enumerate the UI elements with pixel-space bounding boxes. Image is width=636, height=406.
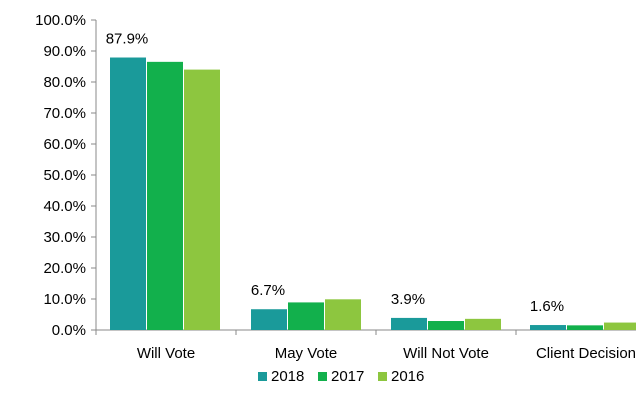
y-tick-label: 40.0% [43, 198, 86, 215]
y-tick-label: 10.0% [43, 291, 86, 308]
data-label: 1.6% [530, 298, 564, 315]
bars [110, 57, 636, 330]
category-label: May Vote [275, 345, 338, 362]
y-tick-label: 50.0% [43, 167, 86, 184]
legend-label-2018: 2018 [271, 368, 304, 385]
legend-label-2016: 2016 [391, 368, 424, 385]
y-tick-label: 70.0% [43, 105, 86, 122]
bar-2018-0 [110, 57, 146, 330]
legend: 2018 2017 2016 [258, 368, 424, 385]
data-label: 87.9% [106, 31, 149, 48]
axes: 0.0% 10.0% 20.0% 30.0% 40.0% 50.0% 60.0% 70.0% 8… [35, 12, 636, 339]
y-tick-label: 0.0% [52, 322, 86, 339]
legend-swatch-2018 [258, 372, 267, 381]
bar-2018-1 [251, 309, 287, 330]
legend-swatch-2017 [318, 372, 327, 381]
legend-swatch-2016 [378, 372, 387, 381]
data-label: 3.9% [391, 291, 425, 308]
bar-2016-1 [325, 299, 361, 330]
legend-label-2017: 2017 [331, 368, 364, 385]
labels: 87.9% Will Vote 6.7% May Vote 3.9% Will Not V… [106, 31, 636, 362]
y-tick-label: 30.0% [43, 229, 86, 246]
bar-2017-3 [567, 325, 603, 330]
y-tick-label: 20.0% [43, 260, 86, 277]
bar-2017-2 [428, 321, 464, 330]
y-tick-label: 60.0% [43, 136, 86, 153]
category-label: Will Vote [137, 345, 195, 362]
y-tick-label: 80.0% [43, 74, 86, 91]
category-label: Will Not Vote [403, 345, 489, 362]
y-tick-label: 90.0% [43, 43, 86, 60]
bar-2016-2 [465, 318, 501, 330]
data-label: 6.7% [251, 282, 285, 299]
bar-2017-0 [147, 61, 183, 330]
bar-2018-2 [391, 317, 427, 330]
bar-2016-3 [604, 322, 636, 330]
category-label: Client Decision [536, 345, 636, 362]
bar-2017-1 [288, 302, 324, 330]
bar-2016-0 [184, 69, 220, 330]
y-tick-label: 100.0% [35, 12, 86, 29]
bar-2018-3 [530, 325, 566, 330]
